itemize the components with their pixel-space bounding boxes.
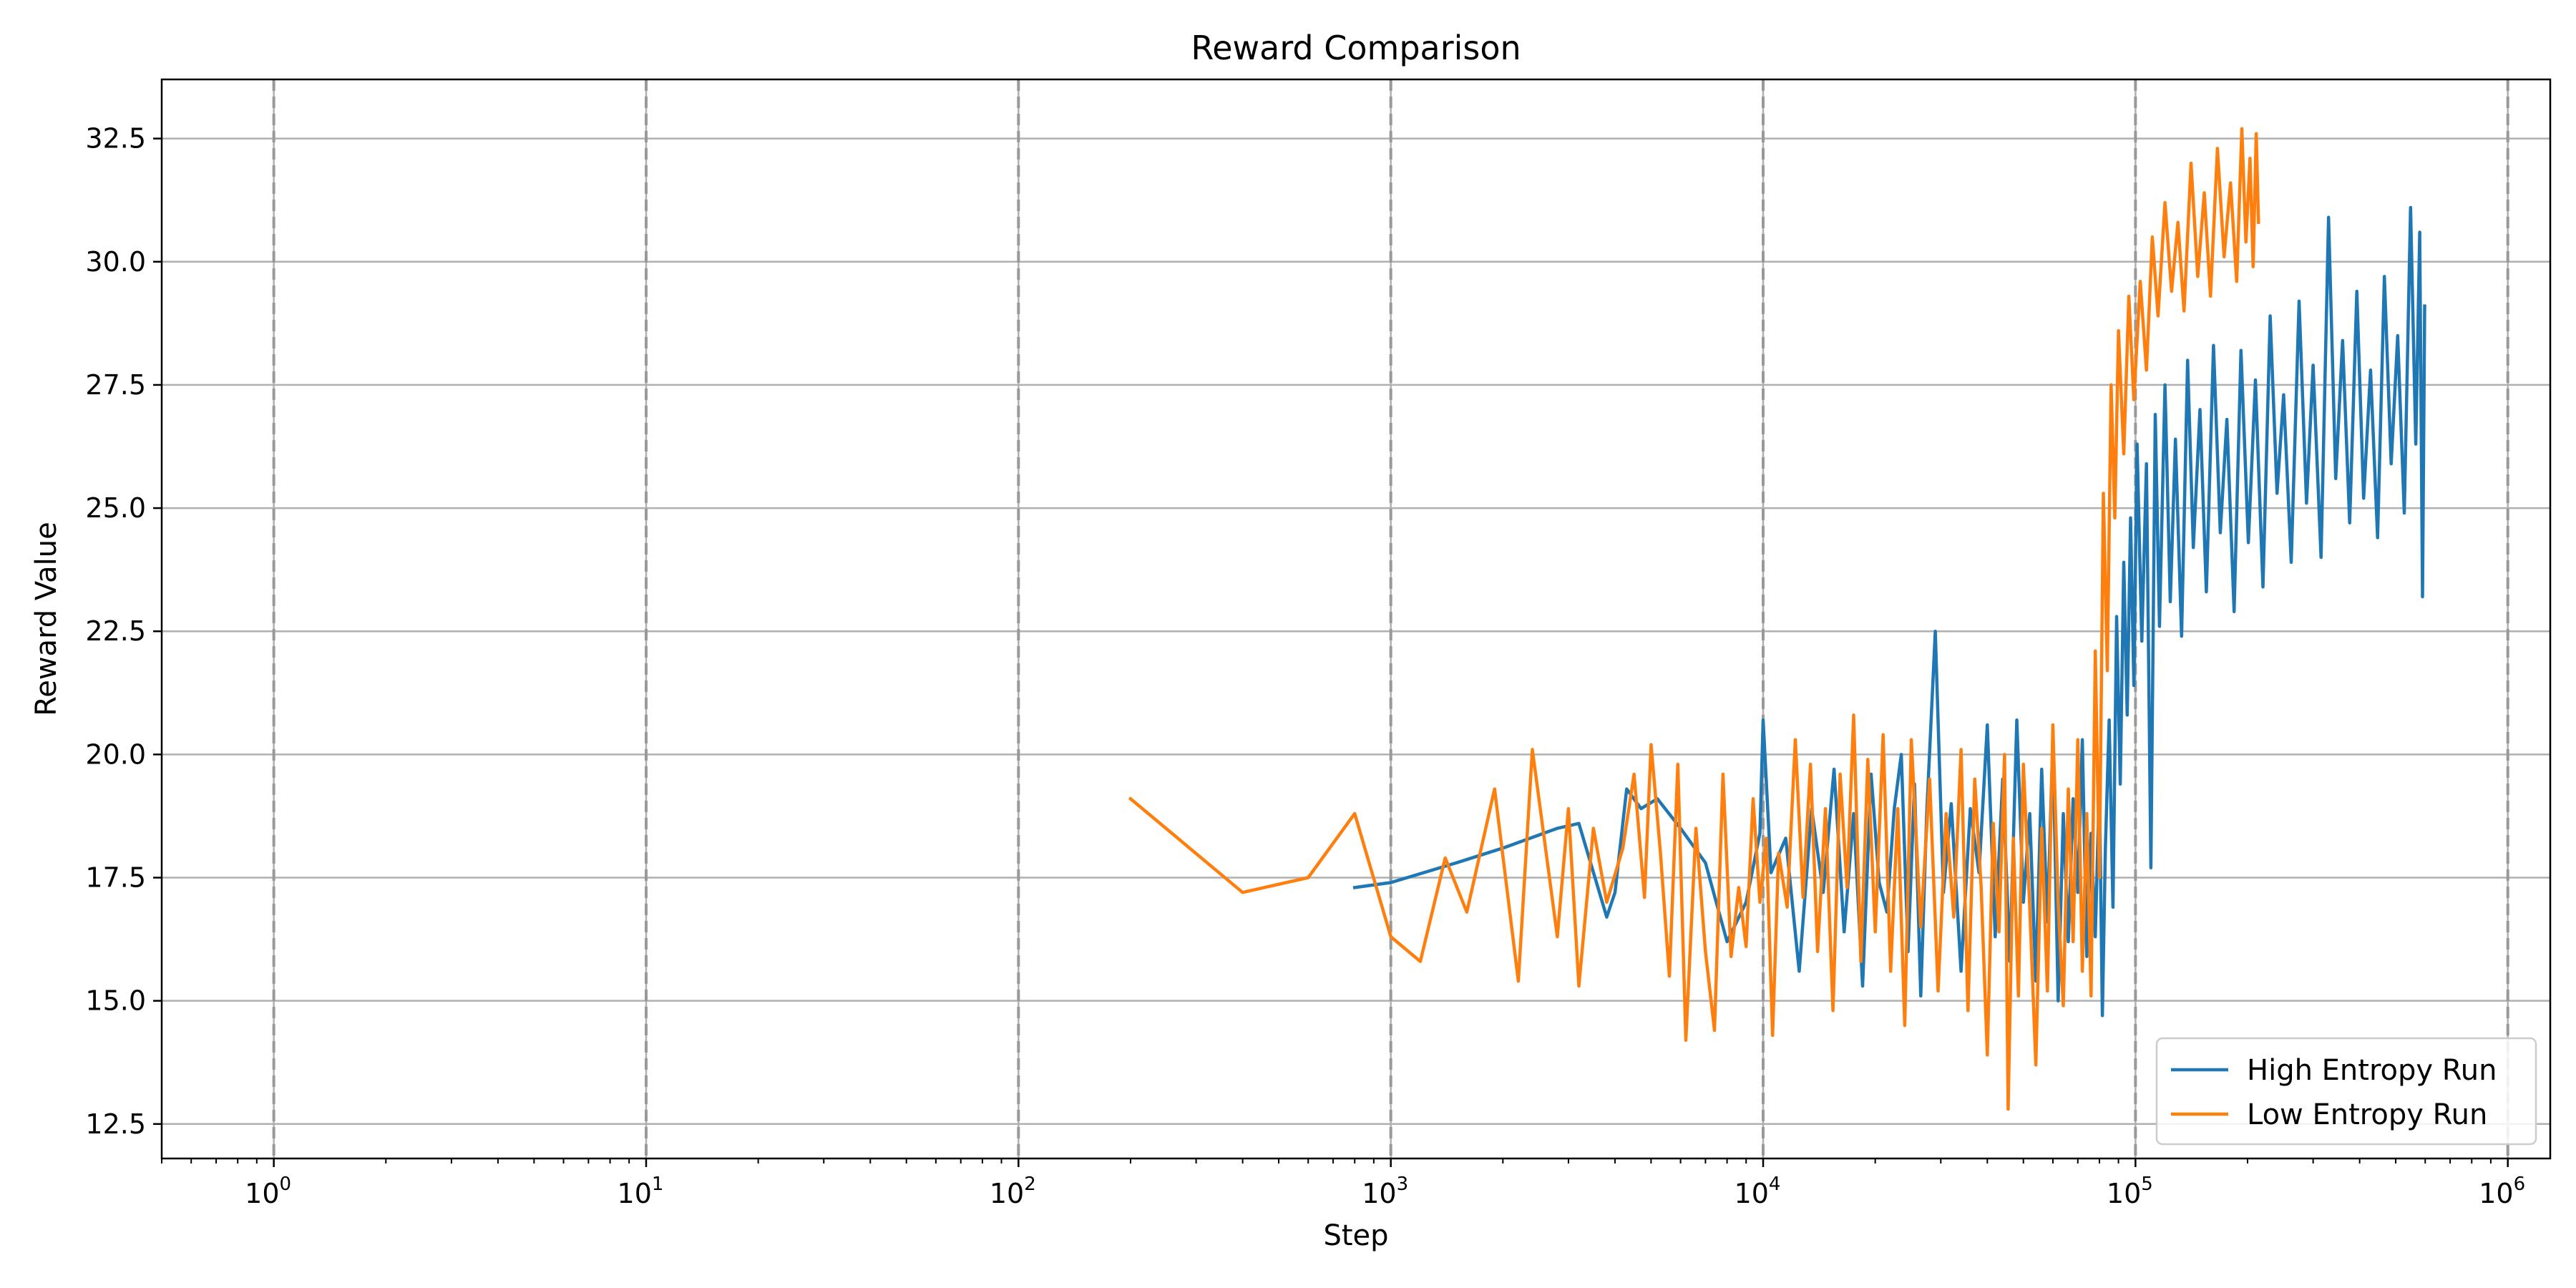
y-tick-label: 22.5 bbox=[85, 615, 146, 647]
legend-label: High Entropy Run bbox=[2247, 1054, 2497, 1087]
plot-area-frame bbox=[160, 78, 2552, 1160]
x-tick-exponent: 1 bbox=[652, 1174, 664, 1195]
legend: High Entropy Run Low Entropy Run bbox=[2155, 1037, 2537, 1146]
series-layer bbox=[1128, 127, 2426, 1111]
legend-label: Low Entropy Run bbox=[2247, 1098, 2487, 1131]
chart-title: Reward Comparison bbox=[1191, 29, 1521, 67]
y-tick-label: 30.0 bbox=[85, 246, 146, 278]
x-tick-exponent: 0 bbox=[280, 1174, 292, 1195]
x-tick-label: 104 bbox=[1735, 1174, 1781, 1209]
x-tick-base: 10 bbox=[2107, 1178, 2141, 1209]
y-tick-label: 25.0 bbox=[85, 492, 146, 524]
series-line-low-entropy-run bbox=[1128, 127, 2260, 1111]
x-tick-label: 102 bbox=[990, 1174, 1036, 1209]
x-tick-base: 10 bbox=[618, 1178, 652, 1209]
x-tick-exponent: 4 bbox=[1769, 1174, 1781, 1195]
x-tick-label: 106 bbox=[2479, 1174, 2525, 1209]
y-tick-label: 27.5 bbox=[85, 369, 146, 401]
x-tick-label: 105 bbox=[2107, 1174, 2153, 1209]
x-tick-base: 10 bbox=[1362, 1178, 1396, 1209]
x-tick-exponent: 2 bbox=[1024, 1174, 1036, 1195]
y-tick-label: 20.0 bbox=[85, 738, 146, 770]
x-tick-base: 10 bbox=[2479, 1178, 2513, 1209]
grid-lines bbox=[162, 79, 2550, 1158]
x-tick-exponent: 3 bbox=[1397, 1174, 1409, 1195]
x-tick-label: 103 bbox=[1362, 1174, 1408, 1209]
x-tick-label: 101 bbox=[618, 1174, 664, 1209]
y-tick-label: 15.0 bbox=[85, 985, 146, 1017]
legend-box bbox=[2155, 1037, 2537, 1146]
series-line-high-entropy-run bbox=[1352, 205, 2426, 1018]
y-tick-label: 32.5 bbox=[85, 123, 146, 155]
x-tick-label: 100 bbox=[245, 1174, 291, 1209]
x-tick-base: 10 bbox=[245, 1178, 279, 1209]
y-axis-label: Reward Value bbox=[30, 522, 63, 716]
x-tick-exponent: 6 bbox=[2514, 1174, 2526, 1195]
x-axis-label: Step bbox=[1323, 1219, 1388, 1252]
x-tick-base: 10 bbox=[990, 1178, 1024, 1209]
x-tick-base: 10 bbox=[1735, 1178, 1769, 1209]
x-tick-exponent: 5 bbox=[2141, 1174, 2153, 1195]
y-tick-label: 17.5 bbox=[85, 862, 146, 894]
y-tick-label: 12.5 bbox=[85, 1108, 146, 1140]
